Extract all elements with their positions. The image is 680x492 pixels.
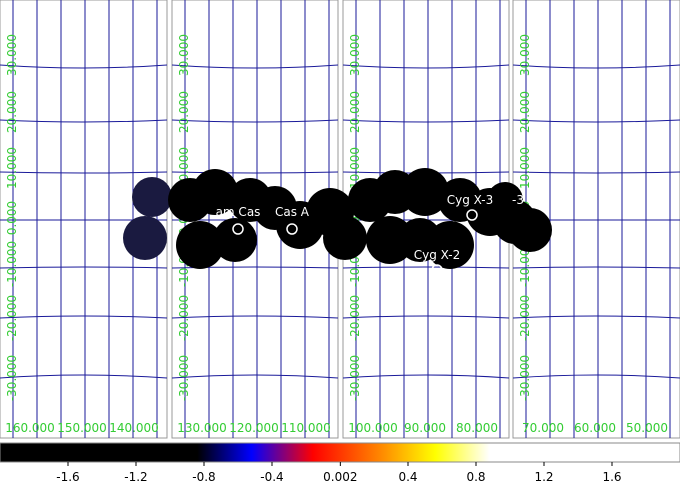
y-label: 10.000 <box>348 147 362 189</box>
grid-line <box>512 374 680 379</box>
x-label: 80.000 <box>456 421 498 435</box>
grid-line <box>171 266 339 269</box>
grid-line <box>0 119 168 123</box>
x-label: 140.000 <box>109 421 159 435</box>
y-label: -20.000 <box>5 295 19 341</box>
y-label: 10.000 <box>5 147 19 189</box>
x-label: 100.000 <box>348 421 398 435</box>
grid-line <box>512 266 680 269</box>
y-label: 20.000 <box>5 91 19 133</box>
grid-line <box>512 171 680 174</box>
y-label: 0.000 <box>5 201 19 235</box>
colorbar-tick-label: 1.2 <box>534 470 553 484</box>
colorbar-tick-label: -1.2 <box>124 470 147 484</box>
source-label: Cyg X-2 <box>414 248 461 262</box>
y-label: -10.000 <box>518 241 532 287</box>
x-label: 50.000 <box>626 421 668 435</box>
colorbar-tick-label: -0.4 <box>260 470 283 484</box>
source-marker <box>232 223 244 235</box>
colorbar-tick-label: 0.002 <box>323 470 357 484</box>
grid-line <box>342 64 510 69</box>
y-label: 20.000 <box>177 91 191 133</box>
y-label: 20.000 <box>518 91 532 133</box>
grid-line <box>342 374 510 379</box>
x-label: 160.000 <box>5 421 55 435</box>
y-label: 10.000 <box>518 147 532 189</box>
y-label: -30.000 <box>5 355 19 401</box>
source-marker <box>466 209 478 221</box>
colorbar-tick-label: -0.8 <box>192 470 215 484</box>
grid-line <box>171 171 339 174</box>
source-marker <box>431 264 443 276</box>
y-label: 30.000 <box>518 34 532 76</box>
grid-line <box>342 119 510 123</box>
y-label: -30.000 <box>348 355 362 401</box>
grid-line <box>171 64 339 69</box>
y-label: -10.000 <box>5 241 19 287</box>
grid-line <box>512 315 680 319</box>
colorbar-tick-label: -1.6 <box>56 470 79 484</box>
colorbar-tick-label: 0.4 <box>398 470 417 484</box>
grid-line <box>0 266 168 269</box>
y-label: -20.000 <box>518 295 532 341</box>
sources: am Cas Cas A Cyg X-3 -3 Cyg X-2 <box>216 193 524 276</box>
y-label: -30.000 <box>518 355 532 401</box>
x-label: 70.000 <box>522 421 564 435</box>
grid-line <box>512 119 680 123</box>
source-label: -3 <box>512 193 524 207</box>
grid-line <box>171 374 339 379</box>
source-label: Cas A <box>275 205 310 219</box>
source-label: am Cas <box>216 205 261 219</box>
colorbar-tick-label: 1.6 <box>602 470 621 484</box>
grid-line <box>512 64 680 69</box>
y-label: 30.000 <box>5 34 19 76</box>
emission-blobs <box>123 168 552 269</box>
grid-line <box>0 171 168 174</box>
y-label: 30.000 <box>348 34 362 76</box>
y-label: 30.000 <box>177 34 191 76</box>
grid-line <box>0 64 168 69</box>
x-label: 90.000 <box>404 421 446 435</box>
y-label: 20.000 <box>348 91 362 133</box>
x-label: 150.000 <box>57 421 107 435</box>
source-marker <box>286 223 298 235</box>
x-label: 130.000 <box>177 421 227 435</box>
y-label: -20.000 <box>348 295 362 341</box>
grid-line <box>342 315 510 319</box>
grid-line <box>171 315 339 319</box>
grid-line <box>342 266 510 269</box>
colorbar <box>0 442 680 463</box>
y-label: -30.000 <box>177 355 191 401</box>
x-label: 110.000 <box>281 421 331 435</box>
grid-line <box>0 374 168 379</box>
x-label: 120.000 <box>229 421 279 435</box>
colorbar-ticks: -1.6 -1.2 -0.8 -0.4 0.002 0.4 0.8 1.2 1.6 <box>56 462 622 484</box>
y-label: -20.000 <box>177 295 191 341</box>
grid-line <box>171 119 339 123</box>
grid-line <box>0 315 168 319</box>
x-label: 60.000 <box>574 421 616 435</box>
source-label: Cyg X-3 <box>447 193 494 207</box>
colorbar-tick-label: 0.8 <box>466 470 485 484</box>
